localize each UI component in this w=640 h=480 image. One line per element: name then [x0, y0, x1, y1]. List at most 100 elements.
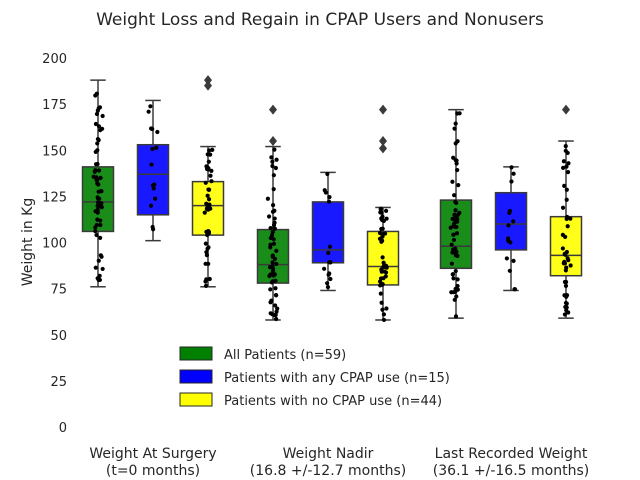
swarm-point: [328, 260, 333, 265]
swarm-point: [95, 141, 100, 146]
iqr-box: [494, 191, 528, 251]
swarm-point: [99, 254, 104, 259]
swarm-point: [566, 161, 571, 166]
box-plot: [366, 104, 400, 323]
swarm-point: [269, 280, 275, 285]
outlier-marker: [379, 104, 387, 115]
swarm-point: [150, 146, 155, 152]
swarm-point: [511, 171, 516, 176]
swarm-point: [93, 121, 99, 127]
swarm-point: [270, 202, 276, 208]
swarm-point: [326, 272, 331, 277]
swarm-point: [325, 281, 330, 286]
swarm-point: [93, 168, 98, 173]
swarm-point: [449, 242, 454, 247]
swarm-point: [95, 161, 100, 167]
swarm-point: [95, 108, 100, 113]
swarm-point: [203, 261, 208, 266]
swarm-point: [94, 111, 100, 117]
swarm-point: [454, 217, 460, 223]
swarm-point: [95, 217, 100, 222]
swarm-point: [455, 283, 460, 289]
swarm-point: [269, 298, 274, 303]
swarm-point: [378, 206, 384, 211]
swarm-point: [95, 210, 100, 215]
swarm-point: [93, 265, 98, 270]
y-tick-label: 125: [42, 190, 67, 205]
swarm-point: [206, 197, 212, 202]
x-category-label: Weight Nadir: [283, 446, 374, 462]
swarm-point: [96, 200, 101, 205]
swarm-point: [568, 216, 573, 221]
swarm-point: [381, 317, 387, 323]
swarm-point: [272, 147, 277, 152]
swarm-point: [511, 258, 516, 263]
swarm-point: [564, 305, 569, 310]
swarm-point: [94, 222, 99, 228]
swarm-point: [454, 294, 459, 299]
swarm-point: [563, 143, 568, 149]
legend-swatch: [179, 346, 213, 361]
legend-swatch: [179, 392, 213, 407]
swarm-point: [562, 279, 568, 285]
swarm-point: [509, 165, 514, 170]
swarm-point: [380, 234, 385, 239]
swarm-point: [322, 188, 327, 193]
swarm-point: [155, 129, 160, 135]
swarm-point: [454, 231, 460, 236]
swarm-point: [274, 157, 279, 162]
swarm-point: [380, 255, 385, 260]
swarm-point: [208, 173, 213, 178]
swarm-point: [563, 300, 569, 306]
swarm-point: [565, 214, 570, 220]
swarm-point: [205, 152, 210, 157]
swarm-point: [562, 259, 567, 264]
swarm-point: [504, 256, 509, 261]
swarm-point: [454, 161, 459, 166]
swarm-point: [274, 261, 279, 267]
swarm-point: [380, 238, 385, 243]
swarm-point: [273, 292, 279, 298]
swarm-point: [151, 186, 156, 191]
box-plot: [439, 108, 473, 319]
swarm-point: [379, 226, 384, 232]
swarm-point: [325, 285, 331, 290]
swarm-point: [565, 150, 570, 156]
swarm-point: [274, 316, 279, 322]
swarm-point: [265, 196, 270, 201]
swarm-point: [327, 244, 333, 249]
swarm-point: [152, 196, 158, 201]
swarm-point: [453, 314, 459, 319]
box-plot: [191, 75, 225, 288]
swarm-point: [98, 235, 103, 240]
swarm-point: [272, 256, 278, 262]
swarm-point: [204, 229, 209, 234]
swarm-point: [454, 158, 459, 163]
y-tick-label: 200: [42, 52, 67, 67]
swarm-point: [564, 249, 569, 255]
swarm-point: [561, 159, 566, 164]
swarm-point: [455, 213, 460, 218]
swarm-point: [564, 293, 570, 298]
swarm-point: [202, 210, 207, 215]
swarm-point: [268, 225, 273, 231]
swarm-point: [268, 287, 273, 292]
swarm-point: [146, 109, 151, 114]
swarm-point: [377, 230, 383, 236]
swarm-point: [148, 104, 153, 109]
swarm-point: [268, 245, 273, 250]
y-axis-label: Weight in Kg: [20, 198, 36, 287]
swarm-point: [453, 252, 459, 257]
y-tick-label: 100: [42, 237, 67, 252]
swarm-point: [100, 266, 105, 272]
outlier-marker: [269, 136, 277, 147]
swarm-point: [93, 149, 98, 154]
box-plot: [136, 99, 170, 242]
x-category-label: (t=0 months): [106, 463, 200, 479]
swarm-point: [454, 224, 459, 230]
swarm-point: [266, 214, 272, 219]
swarm-point: [205, 193, 210, 198]
swarm-point: [100, 126, 105, 131]
swarm-point: [563, 234, 568, 239]
